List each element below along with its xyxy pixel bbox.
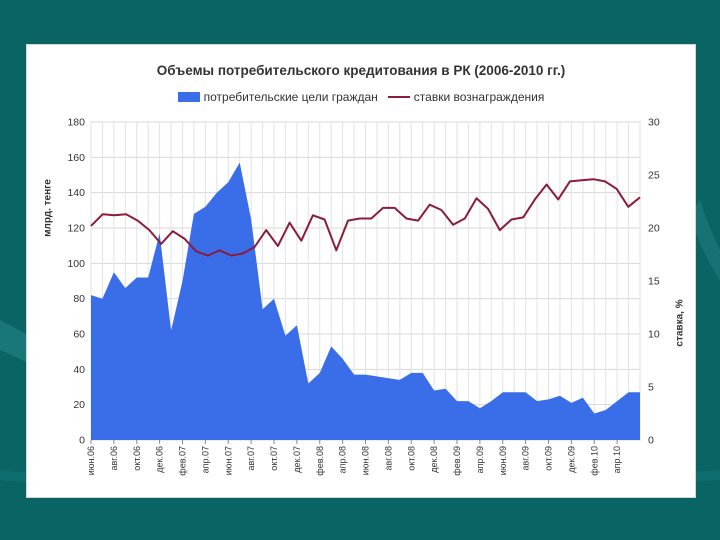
legend-label-line: ставки вознаграждения: [413, 90, 545, 104]
y-right-tick-label: 5: [648, 382, 654, 394]
y-right-tick-label: 30: [648, 117, 660, 129]
y-right-tick-label: 10: [648, 329, 660, 341]
legend-label-area: потребительские цели граждан: [203, 90, 378, 104]
x-tick-label: окт.06: [132, 446, 142, 471]
chart-title: Объемы потребительского кредитования в Р…: [156, 63, 566, 78]
y-left-tick-label: 160: [67, 152, 85, 164]
x-tick-label: авг.07: [246, 446, 256, 470]
x-tick-label: июн.08: [361, 446, 371, 475]
x-tick-label: дек.06: [155, 446, 165, 473]
x-tick-label: фев.10: [589, 446, 599, 476]
legend-swatch-line: [387, 96, 410, 98]
x-tick-label: апр.08: [338, 446, 348, 473]
y-left-tick-label: 40: [73, 364, 85, 376]
x-tick-label: апр.10: [612, 446, 622, 473]
x-tick-label: окт.07: [269, 446, 279, 471]
x-tick-label: июн.06: [86, 446, 96, 475]
y-left-tick-label: 80: [73, 293, 85, 305]
x-tick-label: авг.08: [383, 446, 393, 470]
y-left-tick-label: 60: [73, 329, 85, 341]
legend-swatch-area: [177, 92, 200, 102]
y-left-tick-label: 140: [67, 187, 85, 199]
x-tick-label: дек.08: [429, 446, 439, 473]
x-tick-label: июн.07: [223, 446, 233, 475]
x-tick-label: июн.09: [498, 446, 508, 475]
chart-card: Объемы потребительского кредитования в Р…: [26, 44, 696, 498]
y-left-tick-label: 20: [73, 399, 85, 411]
x-tick-label: окт.09: [544, 446, 554, 471]
line-series: [90, 178, 641, 257]
x-tick-label: дек.07: [292, 446, 302, 473]
x-tick-label: фев.07: [178, 446, 188, 476]
chart-legend: потребительские цели граждан ставки возн…: [27, 90, 695, 104]
x-tick-label: дек.09: [566, 446, 576, 473]
y-left-tick-label: 100: [67, 258, 85, 270]
legend-item-area: потребительские цели граждан: [177, 90, 378, 104]
y-left-tick-label: 0: [79, 435, 85, 447]
area-series: [91, 162, 640, 440]
x-tick-label: апр.09: [475, 446, 485, 473]
x-tick-label: окт.08: [406, 446, 416, 471]
x-tick-label: авг.09: [521, 446, 531, 470]
legend-item-line: ставки вознаграждения: [387, 90, 545, 104]
y-left-tick-label: 120: [67, 223, 85, 235]
y-right-tick-label: 25: [648, 170, 660, 182]
x-tick-label: фев.09: [452, 446, 462, 476]
x-tick-label: авг.06: [109, 446, 119, 470]
y-left-tick-label: 180: [67, 117, 85, 129]
y-right-tick-label: 0: [648, 435, 654, 447]
x-tick-label: фев.08: [315, 446, 325, 476]
y-right-tick-label: 20: [648, 223, 660, 235]
x-tick-label: апр.07: [200, 446, 210, 473]
y-right-tick-label: 15: [648, 276, 660, 288]
chart-plot: 0 20 40 60 80 100 120 140 160 180 0 5 10 15 20 25 30 июн.…: [67, 117, 660, 476]
